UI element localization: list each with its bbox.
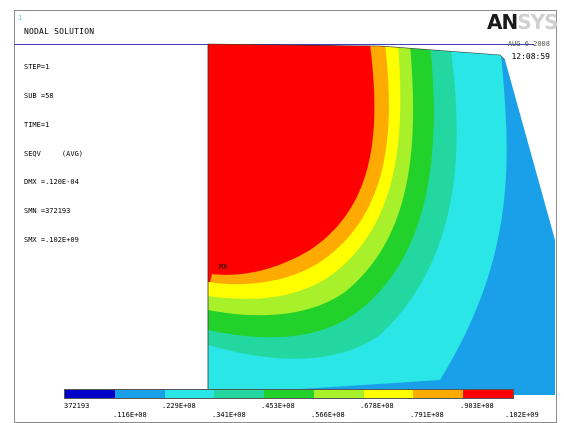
plot-title: NODAL SOLUTION [24,27,95,36]
legend-label-top-4: .678E+08 [360,402,394,410]
window-number: 1 [18,14,23,22]
logo-part-dark: AN [487,10,518,34]
legend-label-top-2: .229E+08 [162,402,196,410]
legend-swatch-9 [463,390,514,398]
ansys-logo: ANSYS [487,10,559,34]
info-smn: SMN =372193 [24,207,71,216]
info-smx: SMX =.102E+09 [24,235,79,244]
legend-label-bottom-2: .341E+08 [212,411,246,419]
legend-swatch-6 [313,390,364,398]
solution-info: STEP=1 SUB =58 TIME=1 SEQV (AVG) DMX =.1… [24,44,83,255]
legend-label-top-1: 372193 [64,402,90,410]
legend-swatch-2 [114,390,165,398]
legend-swatch-3 [164,390,215,398]
time-stamp: 12:08:59 [511,52,550,61]
logo-part-light: SYS [517,10,558,34]
legend-swatch-4 [214,390,265,398]
contour-band-8 [208,44,375,282]
info-seqv: SEQV (AVG) [24,149,84,158]
info-time: TIME=1 [24,120,50,129]
info-dmx: DMX =.120E-04 [24,178,79,187]
model-boundary [207,43,506,61]
legend-swatch-7 [363,390,414,398]
legend-label-top-3: .453E+08 [261,402,295,410]
contour-legend-bar [64,389,514,399]
info-step: STEP=1 [24,63,50,72]
date-stamp: AUG 6 2008 [507,40,550,48]
legend-label-bottom-4: .791E+08 [410,411,444,419]
stress-contours [208,44,555,395]
max-marker: MX [219,263,228,271]
legend-label-bottom-1: .116E+08 [113,411,147,419]
legend-swatch-5 [264,390,314,398]
info-sub: SUB =58 [24,91,54,100]
legend-label-top-5: .903E+08 [460,402,494,410]
legend-label-bottom-5: .102E+09 [505,411,539,419]
legend-swatch-8 [413,390,464,398]
legend-swatch-1 [65,390,115,398]
legend-label-bottom-3: .566E+08 [311,411,345,419]
